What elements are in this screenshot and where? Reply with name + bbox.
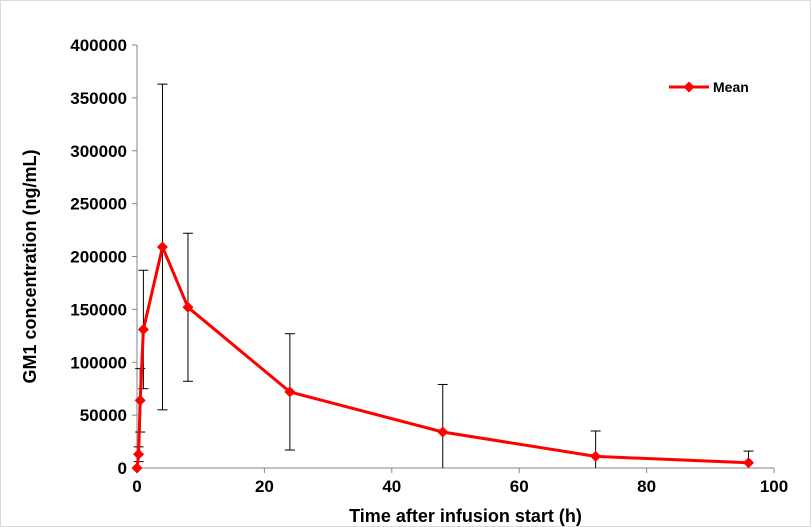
- x-tick-label: 40: [382, 477, 401, 496]
- x-tick-label: 60: [510, 477, 529, 496]
- x-tick-label: 20: [255, 477, 274, 496]
- legend-marker: [683, 81, 695, 93]
- data-point: [137, 323, 149, 335]
- x-tick-label: 100: [760, 477, 788, 496]
- x-axis: 0 20 40 60 80 100: [132, 467, 788, 496]
- series-line: [135, 245, 749, 469]
- y-tick-label: 250000: [70, 195, 127, 214]
- y-tick-label: 200000: [70, 248, 127, 267]
- x-tick-label: 80: [637, 477, 656, 496]
- error-bar: [437, 383, 448, 468]
- legend: Mean: [669, 79, 749, 95]
- data-point: [134, 394, 146, 406]
- data-point: [743, 457, 755, 469]
- data-point: [437, 426, 449, 438]
- x-axis-title: Time after infusion start (h): [349, 506, 582, 526]
- series-mean: [131, 241, 755, 474]
- y-tick-label: 400000: [70, 36, 127, 55]
- error-bars: [133, 83, 754, 468]
- data-point: [131, 462, 143, 474]
- y-axis: 0 50000 100000 150000 200000 250000 300000 3500…: [70, 36, 138, 478]
- error-bar: [590, 430, 601, 468]
- legend-label: Mean: [713, 79, 749, 95]
- y-tick-label: 150000: [70, 300, 127, 319]
- x-tick-label: 0: [132, 477, 141, 496]
- y-tick-label: 350000: [70, 89, 127, 108]
- y-tick-label: 100000: [70, 353, 127, 372]
- y-tick-label: 0: [118, 459, 127, 478]
- data-point: [284, 386, 296, 398]
- data-point: [133, 448, 145, 460]
- data-point: [590, 450, 602, 462]
- y-tick-label: 50000: [80, 406, 127, 425]
- y-tick-label: 300000: [70, 142, 127, 161]
- data-point: [182, 301, 194, 313]
- data-point: [156, 241, 168, 253]
- y-axis-title: GM1 concentration (ng/mL): [20, 149, 40, 383]
